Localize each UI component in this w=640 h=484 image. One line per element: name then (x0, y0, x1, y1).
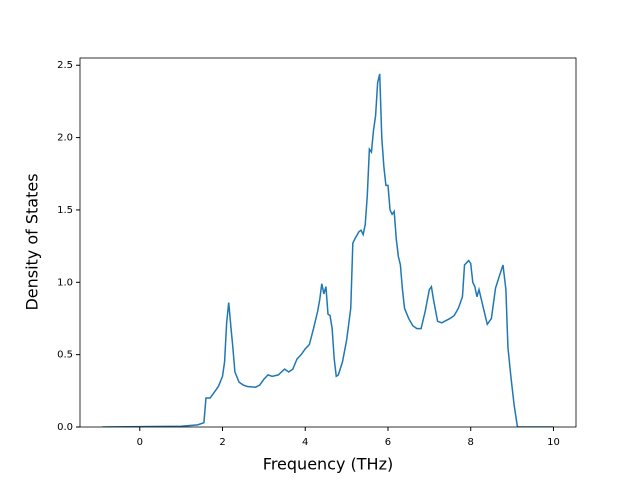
x-tick-label: 2 (219, 437, 225, 448)
x-axis-label: Frequency (THz) (263, 455, 393, 474)
x-tick-label: 10 (547, 437, 560, 448)
x-tick-label: 8 (468, 437, 474, 448)
plot-frame (79, 57, 577, 428)
y-tick-label: 2.0 (57, 133, 73, 144)
x-tick-label: 0 (137, 437, 143, 448)
x-tick-label: 4 (302, 437, 308, 448)
y-tick-label: 1.0 (57, 277, 73, 288)
y-tick-label: 0.0 (57, 422, 73, 433)
y-tick-label: 0.5 (57, 350, 73, 361)
y-tick-label: 1.5 (57, 205, 73, 216)
y-axis-label: Density of States (23, 173, 42, 310)
y-tick-label: 2.5 (57, 60, 73, 71)
x-tick-label: 6 (385, 437, 391, 448)
dos-line (102, 73, 554, 427)
